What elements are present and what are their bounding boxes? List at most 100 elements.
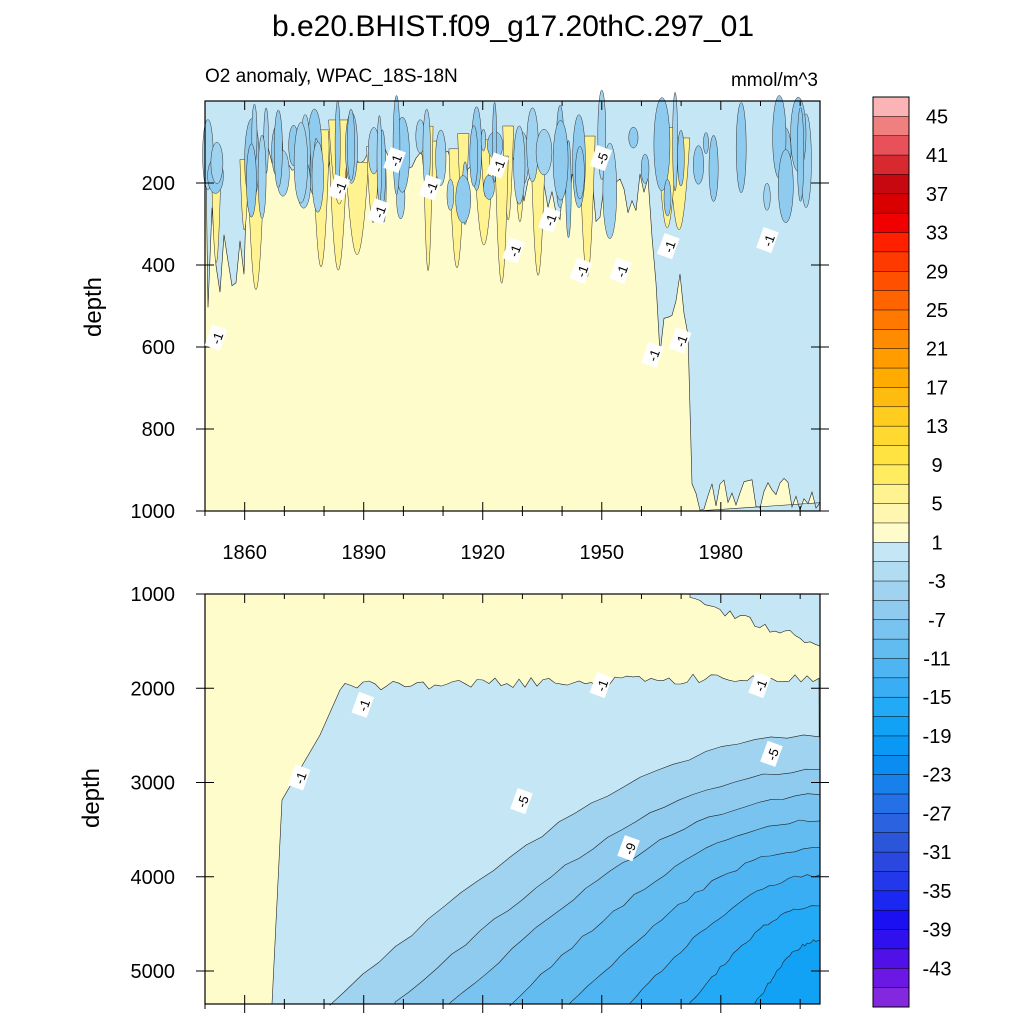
contour-label-bg [327,174,351,201]
x-tick-label: 1890 [341,542,386,564]
contour-label-bg [351,691,375,718]
upper-negative-patch [653,97,671,192]
lower-axes: 1000 2000 3000 4000 5000 [131,584,829,1013]
colorbar-frame [872,96,910,1008]
colorbar: 45 41 37 33 29 25 21 17 13 9 5 1 -3 -7 -11 -15 -19 -23 -27… [872,96,952,1008]
colorbar-swatch [873,735,909,756]
y-tick-label: 200 [142,173,175,195]
upper-negative-patch [210,141,224,184]
y-tick-label: 3000 [131,773,176,795]
colorbar-label: 45 [926,106,948,128]
contour-label-text: -1 [573,263,591,279]
contour-label-bg [367,198,390,225]
upper-negative-patch [552,120,569,201]
y-tick-label: 1000 [131,584,176,606]
contour-label-bg [617,835,640,862]
colorbar-swatch [873,813,909,834]
colorbar-swatch [873,832,909,853]
upper-negative-patch [763,183,771,211]
contour-label-text: -5 [514,794,532,810]
colorbar-swatch [873,697,909,717]
y-tick-label: 2000 [131,678,176,700]
colorbar-label: -31 [923,842,952,864]
contour-label: -1 [486,152,509,179]
colorbar-label: -7 [928,610,946,632]
upper-negative-patch [663,179,672,217]
upper-negative-patch [672,92,678,192]
colorbar-label: 33 [926,223,948,245]
x-tick-label: 1950 [580,542,625,564]
contour-label-text: -1 [208,330,226,346]
upper-negative-patch [293,122,308,204]
upper-negative-patch [778,149,794,223]
x-tick-label: 1920 [460,542,505,564]
colorbar-swatch [873,929,909,950]
upper-negative-patch [435,129,447,186]
colorbar-label: 13 [926,416,948,438]
upper-contour-fill [202,89,821,512]
upper-negative-patch [640,153,650,184]
colorbar-swatch [873,97,909,117]
contour-label-text: -1 [752,678,770,694]
upper-negative-patch [602,142,617,239]
colorbar-swatch [873,271,909,292]
contour-label: -1 [589,671,613,699]
contour-label-text: -1 [645,347,663,363]
contour-label-bg [204,324,228,351]
contour-label: -9 [617,835,640,862]
y-tick-label: 600 [142,337,175,359]
contour-label-text: -1 [490,158,508,174]
contour-label-bg [510,787,533,815]
contour-label-text: -1 [613,263,631,279]
colorbar-swatch [873,232,909,253]
upper-plot-frame [204,100,821,512]
contour-label-text: -1 [542,212,560,228]
upper-negative-patch [693,145,704,185]
contour-label-bg [609,257,632,284]
contour-label-bg [569,257,593,284]
contour-label-bg [418,174,442,201]
lower-contour-fill [205,593,821,1007]
contour-label: -1 [502,237,525,264]
contour-label: -1 [656,233,680,260]
colorbar-swatch [873,445,909,466]
lower-contour-band [754,939,821,1005]
colorbar-label: -39 [923,920,952,942]
colorbar-swatch [873,135,909,156]
upper-negative-patch [334,100,341,188]
contour-label: -5 [760,740,783,767]
contour-label: -1 [287,764,311,791]
upper-contour-labels: -1 -1 -1 -1 -1 -1 -1 -1 -5 -1 -1 -1 -1 -1 -1 [204,144,779,368]
colorbar-label: 29 [926,261,948,283]
colorbar-swatch [873,464,909,485]
contour-label: -1 [569,257,593,284]
colorbar-swatch [873,677,909,698]
contour-label: -1 [327,174,351,201]
contour-label: -1 [756,226,779,254]
upper-negative-patch [513,125,526,205]
colorbar-swatch [873,155,909,175]
colorbar-swatch [873,561,909,582]
contour-label-bg [287,764,311,791]
contour-label-text: -1 [506,243,524,259]
upper-negative-patch [628,126,639,149]
colorbar-label: 25 [926,300,948,322]
contour-label: -1 [204,324,228,351]
upper-negative-patch [796,107,805,202]
lower-top-right-region [689,593,821,647]
x-tick-label: 1860 [222,542,267,564]
upper-negative-patch [483,174,495,200]
contour-label-text: -1 [760,233,778,249]
colorbar-swatch [873,948,909,969]
colorbar-label: 5 [931,494,942,516]
contour-label-text: -1 [423,180,441,196]
contour-label: -1 [418,174,442,201]
contour-label-text: -5 [593,151,611,167]
colorbar-label: -27 [923,803,952,825]
colorbar-swatch [873,368,909,388]
colorbar-label: 1 [931,532,942,554]
y-tick-label: 400 [142,255,175,277]
colorbar-label: 37 [926,184,948,206]
upper-negative-patch [735,102,747,193]
